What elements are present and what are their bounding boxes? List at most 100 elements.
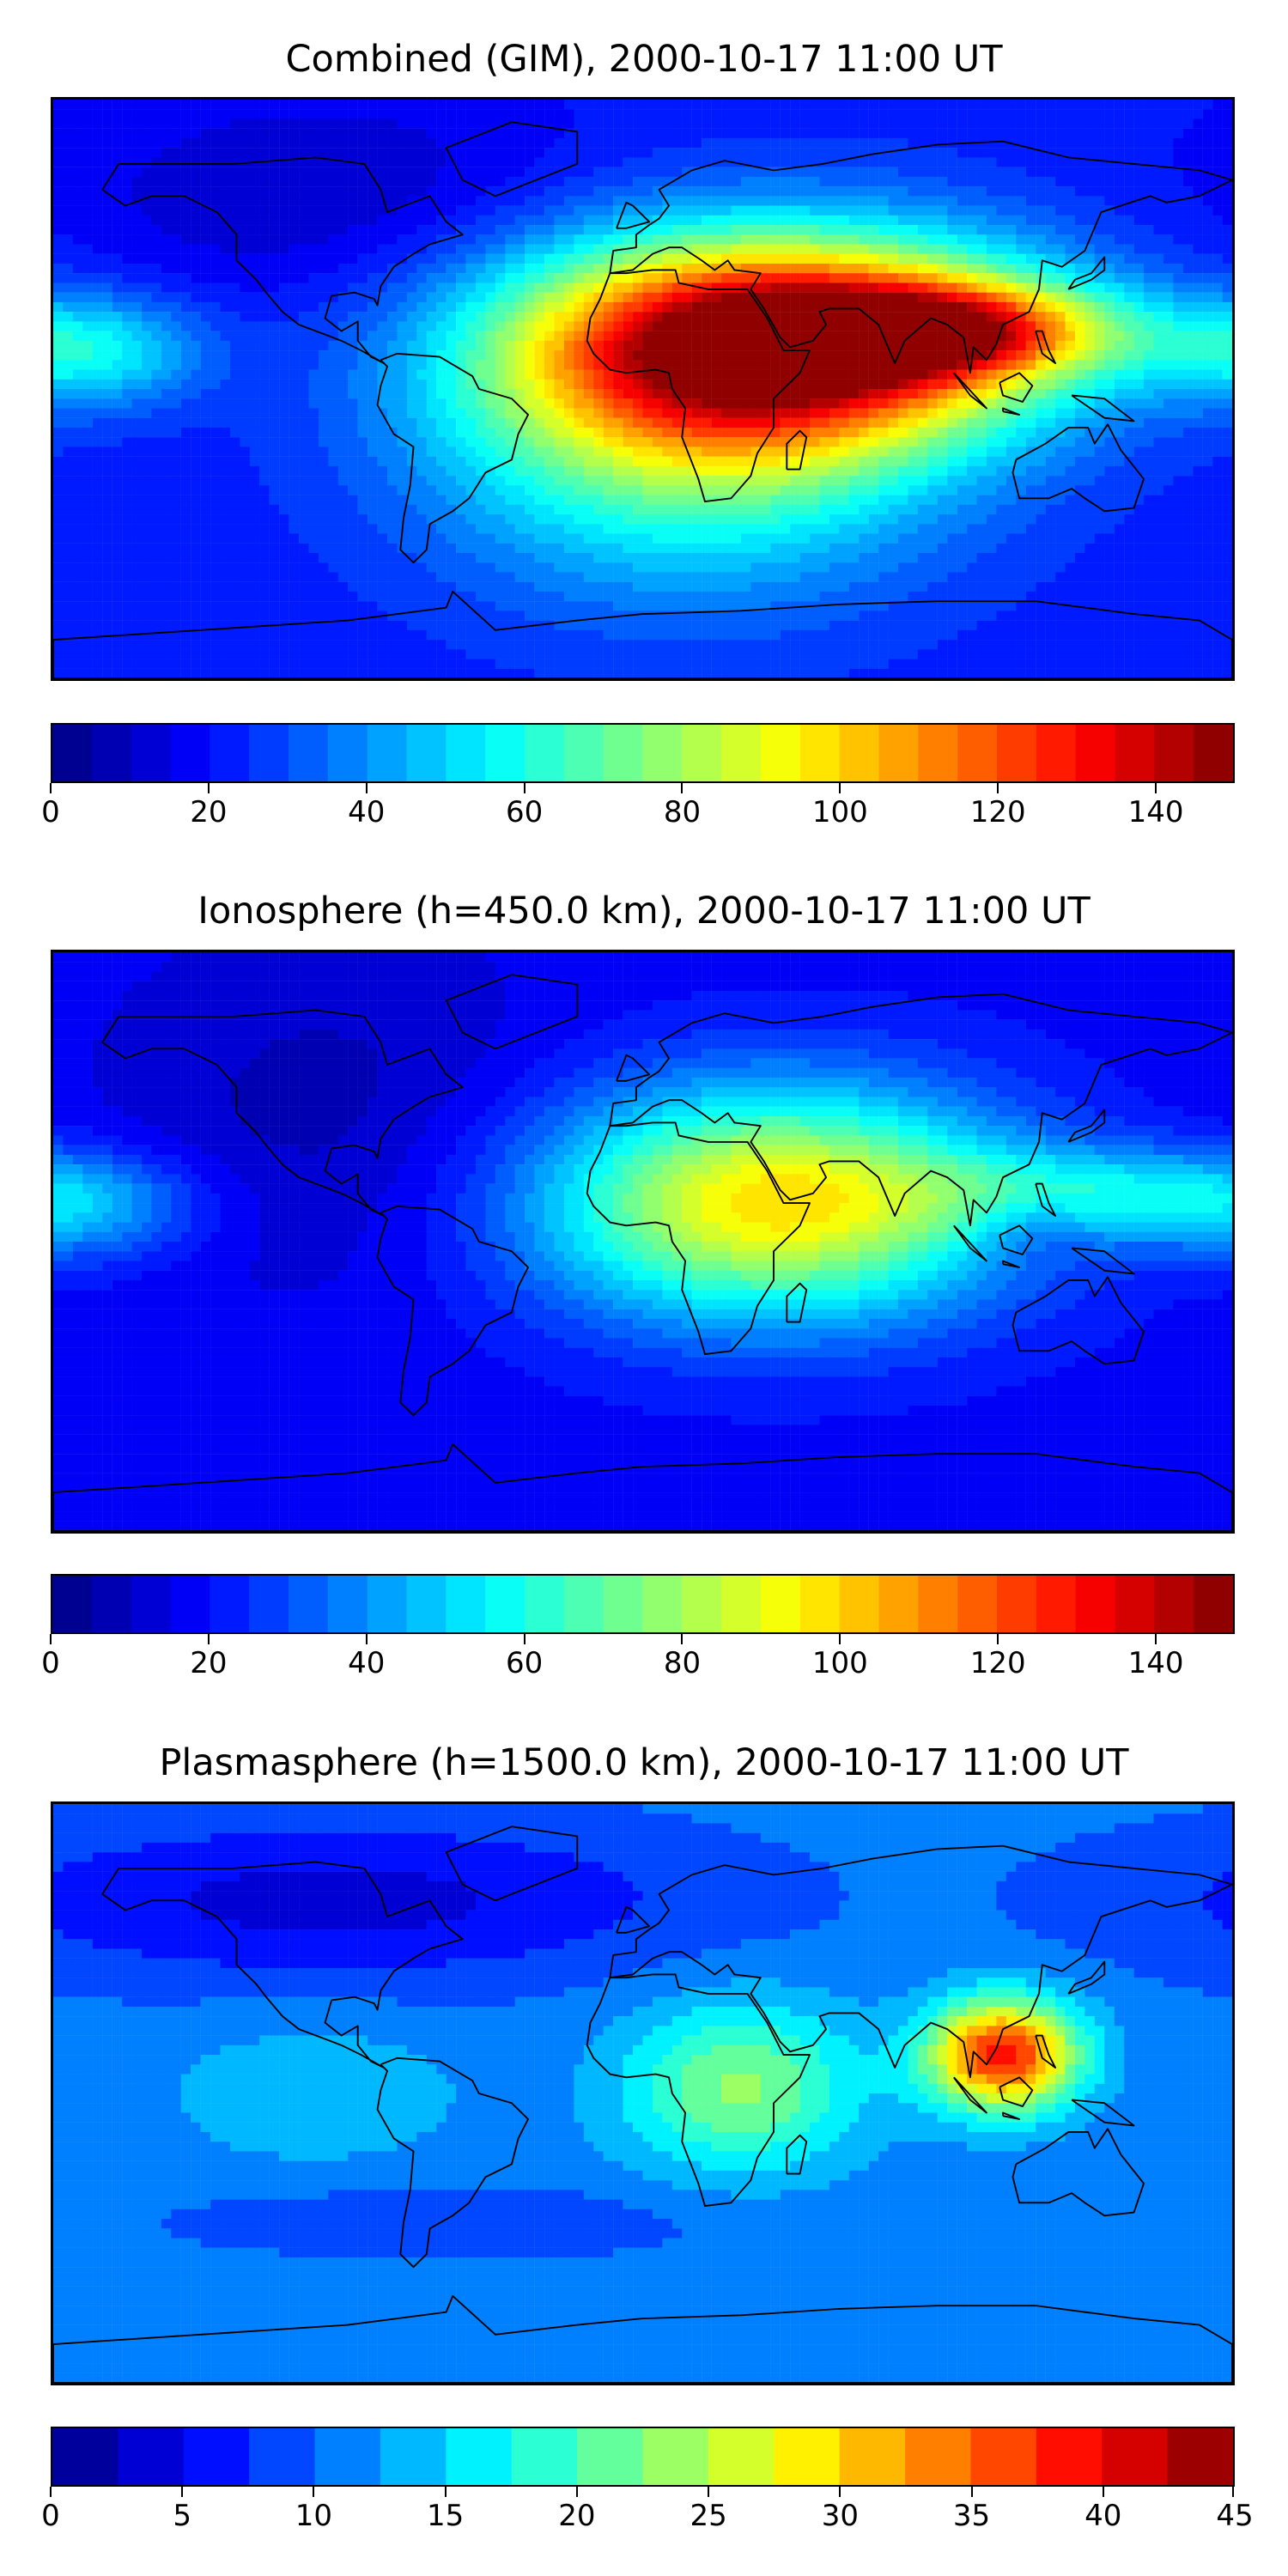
colorbar-segment bbox=[563, 1576, 605, 1632]
coastline bbox=[609, 140, 1232, 374]
colorbar-plasmasphere bbox=[51, 2427, 1235, 2487]
chart-title: Plasmasphere (h=1500.0 km), 2000-10-17 1… bbox=[0, 1741, 1288, 1784]
colorbar-segment bbox=[970, 2428, 1037, 2485]
map-ionosphere bbox=[51, 950, 1235, 1534]
chart-title: Ionosphere (h=450.0 km), 2000-10-17 11:0… bbox=[0, 890, 1288, 933]
coastline bbox=[376, 2057, 529, 2269]
tec-contour-map bbox=[53, 952, 1232, 1531]
coastline bbox=[616, 1054, 651, 1082]
colorbar-tick-mark bbox=[708, 2487, 710, 2497]
colorbar-segment bbox=[52, 2428, 119, 2485]
coastline bbox=[101, 1861, 464, 2069]
colorbar-tick-label: 20 bbox=[558, 2499, 595, 2533]
colorbar-segment bbox=[603, 1576, 644, 1632]
colorbar-segment bbox=[563, 725, 605, 781]
coastline bbox=[616, 1905, 651, 1934]
colorbar-segment bbox=[577, 2428, 644, 2485]
colorbar-segment bbox=[525, 1576, 565, 1632]
coastline bbox=[586, 1121, 811, 1355]
colorbar-segment bbox=[878, 725, 920, 781]
colorbar-segment bbox=[170, 1576, 211, 1632]
coastline bbox=[786, 2134, 808, 2175]
colorbar-tick-label: 30 bbox=[822, 2499, 859, 2533]
coastline bbox=[1035, 1182, 1057, 1217]
colorbar-segment bbox=[131, 725, 172, 781]
colorbar-segment bbox=[1194, 1576, 1233, 1632]
colorbar-tick-mark bbox=[575, 2487, 578, 2497]
coastline bbox=[1067, 1109, 1106, 1143]
coastline bbox=[953, 372, 987, 410]
colorbar-segment bbox=[485, 1576, 526, 1632]
colorbar-segment bbox=[1102, 2428, 1169, 2485]
coastline bbox=[1012, 1276, 1145, 1365]
coastline bbox=[953, 1224, 987, 1262]
colorbar-segment bbox=[446, 725, 486, 781]
colorbar-tick-label: 100 bbox=[812, 795, 868, 829]
colorbar-segment bbox=[446, 1576, 486, 1632]
colorbar-segment bbox=[131, 1576, 172, 1632]
colorbar-tick-label: 15 bbox=[427, 2499, 464, 2533]
colorbar-segment bbox=[603, 725, 644, 781]
colorbar-segment bbox=[997, 1576, 1037, 1632]
colorbar-segment bbox=[380, 2428, 447, 2485]
colorbar-segment bbox=[1036, 725, 1077, 781]
colorbar-segment bbox=[761, 725, 801, 781]
coastline bbox=[1002, 407, 1021, 416]
coastline bbox=[53, 1443, 1232, 1531]
colorbar-gradient bbox=[52, 725, 1233, 781]
colorbar-segment bbox=[249, 725, 289, 781]
colorbar-segment bbox=[511, 2428, 578, 2485]
chart-title: Combined (GIM), 2000-10-17 11:00 UT bbox=[0, 38, 1288, 81]
colorbar-tick-label: 40 bbox=[1084, 2499, 1121, 2533]
colorbar-tick-mark bbox=[365, 1634, 368, 1644]
colorbar-tick-mark bbox=[207, 1634, 210, 1644]
coastline bbox=[609, 1844, 1232, 2079]
colorbar-segment bbox=[774, 2428, 841, 2485]
colorbar-segment bbox=[91, 1576, 132, 1632]
colorbar-tick-label: 140 bbox=[1128, 1646, 1184, 1680]
coastline bbox=[953, 2076, 987, 2114]
colorbar-segment bbox=[708, 2428, 775, 2485]
colorbar-segment bbox=[210, 725, 250, 781]
coastline bbox=[445, 974, 579, 1050]
colorbar-segment bbox=[721, 1576, 762, 1632]
colorbar-segment bbox=[210, 1576, 250, 1632]
colorbar-tick-label: 20 bbox=[190, 795, 227, 829]
colorbar-segment bbox=[525, 725, 565, 781]
colorbar-segment bbox=[918, 1576, 958, 1632]
coastline bbox=[616, 201, 651, 229]
colorbar-segment bbox=[918, 725, 958, 781]
colorbar-tick-label: 25 bbox=[690, 2499, 726, 2533]
colorbar-segment bbox=[52, 725, 93, 781]
colorbar-tick-label: 45 bbox=[1216, 2499, 1253, 2533]
colorbar-segment bbox=[367, 725, 408, 781]
colorbar-segment bbox=[642, 1576, 683, 1632]
colorbar-segment bbox=[1154, 725, 1194, 781]
colorbar-segment bbox=[839, 725, 880, 781]
colorbar-tick-label: 0 bbox=[41, 1646, 60, 1680]
colorbar-segment bbox=[1154, 1576, 1194, 1632]
colorbar-tick-mark bbox=[1155, 1634, 1157, 1644]
colorbar-tick-mark bbox=[313, 2487, 315, 2497]
colorbar-tick-mark bbox=[181, 2487, 184, 2497]
colorbar-tick-label: 80 bbox=[664, 795, 701, 829]
colorbar-segment bbox=[1036, 2428, 1103, 2485]
colorbar-tick-label: 60 bbox=[506, 795, 543, 829]
coastline bbox=[999, 2076, 1034, 2107]
colorbar-segment bbox=[118, 2428, 185, 2485]
coastline bbox=[999, 1224, 1034, 1255]
colorbar-segment bbox=[905, 2428, 972, 2485]
colorbar-tick-label: 35 bbox=[953, 2499, 990, 2533]
colorbar-segment bbox=[446, 2428, 513, 2485]
colorbar-segment bbox=[1075, 1576, 1116, 1632]
coastline bbox=[1067, 256, 1106, 290]
colorbar-tick-label: 0 bbox=[41, 795, 60, 829]
colorbar-tick-mark bbox=[50, 783, 52, 793]
tec-contour-map bbox=[53, 100, 1232, 678]
colorbar-ticks: 0 5 10 15 20 25 30 35 40 45 bbox=[41, 2487, 1254, 2538]
colorbar-tick-mark bbox=[523, 1634, 526, 1644]
coastline bbox=[101, 156, 464, 364]
colorbar-segment bbox=[314, 2428, 381, 2485]
colorbar-tick-mark bbox=[1155, 783, 1157, 793]
colorbar-gradient bbox=[52, 1576, 1233, 1632]
